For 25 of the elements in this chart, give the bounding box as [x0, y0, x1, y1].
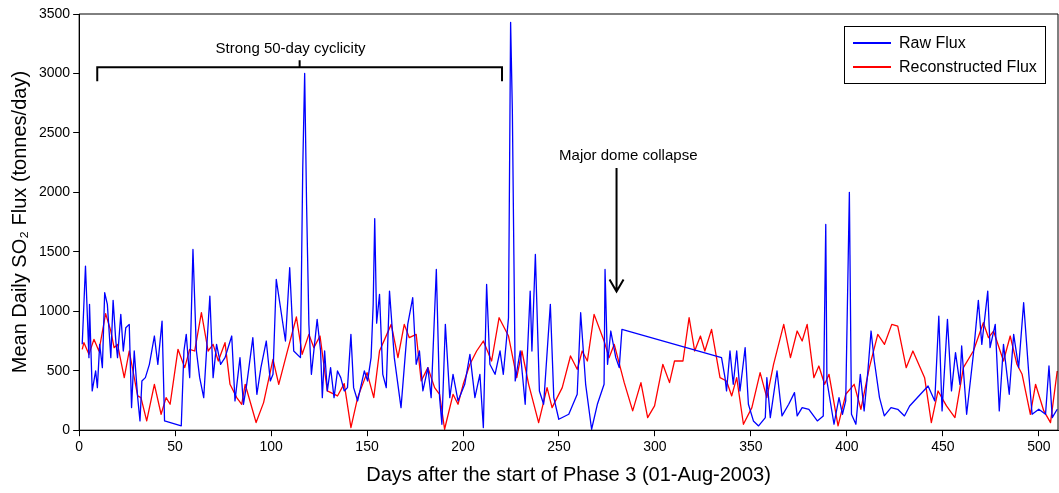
annotation: Strong 50-day cyclicity: [215, 38, 367, 56]
y-tick-label: 2500: [38, 123, 71, 140]
y-tick-label: 3500: [38, 4, 71, 21]
y-tick-label: 1000: [38, 302, 71, 319]
x-axis-title: Days after the start of Phase 3 (01-Aug-2003): [366, 462, 771, 485]
y-tick-label: 500: [46, 361, 71, 378]
annotation: Major dome collapse: [559, 145, 698, 163]
x-tick-label: 300: [643, 438, 667, 455]
y-axis-title: Mean Daily SO₂ Flux (tonnes/day): [7, 70, 30, 374]
x-tick-label: 400: [835, 438, 859, 455]
legend-label: Raw Flux: [899, 34, 966, 52]
x-tick-label: 200: [451, 438, 475, 455]
x-tick-label: 150: [355, 438, 379, 455]
x-tick-label: 350: [739, 438, 763, 455]
x-tick-label: 50: [167, 438, 184, 455]
y-tick-label: 3000: [38, 64, 71, 81]
x-tick-label: 250: [547, 438, 571, 455]
y-tick-label: 2000: [38, 183, 71, 200]
legend-label: Reconstructed Flux: [899, 58, 1037, 76]
y-tick-label: 0: [62, 421, 71, 438]
x-tick-label: 0: [75, 438, 84, 455]
x-tick-label: 500: [1027, 438, 1051, 455]
y-tick-label: 1500: [38, 242, 71, 259]
x-tick-label: 450: [931, 438, 955, 455]
x-tick-label: 100: [259, 438, 283, 455]
